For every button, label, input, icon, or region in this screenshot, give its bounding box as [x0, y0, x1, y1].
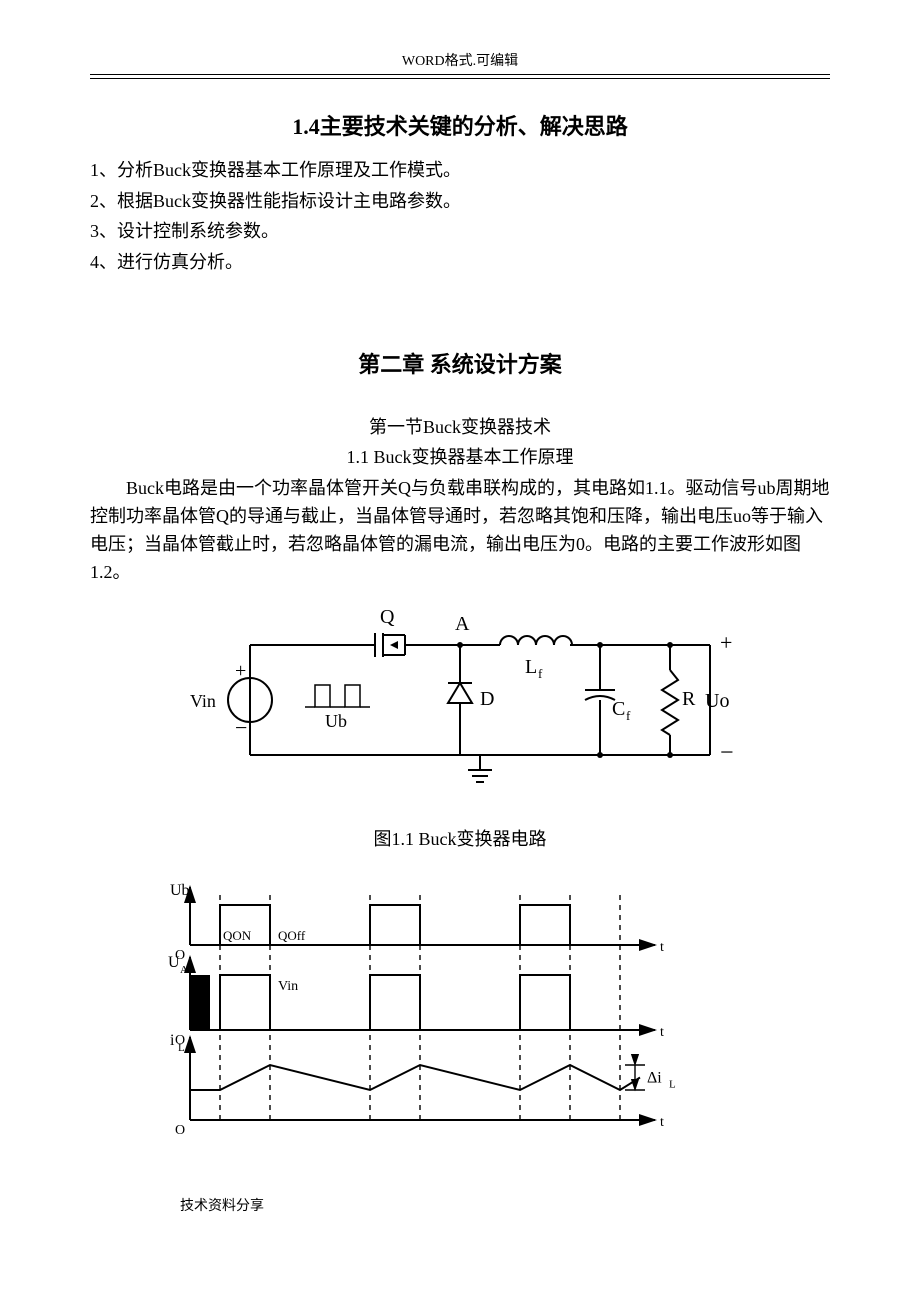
- svg-text:f: f: [626, 708, 631, 723]
- svg-text:t: t: [660, 1115, 664, 1130]
- page-header: WORD格式.可编辑: [90, 50, 830, 70]
- section-2-1-title: 第一节Buck变换器技术: [90, 413, 830, 439]
- figure-1-1-circuit: Vin + − Q A Lf D Cf R + Uo − Ub: [90, 605, 830, 805]
- svg-text:t: t: [660, 940, 664, 955]
- list-item: 3、设计控制系统参数。: [90, 216, 830, 247]
- svg-text:QOff: QOff: [278, 928, 306, 943]
- svg-text:D: D: [480, 688, 494, 710]
- section-1-4-title: 1.4主要技术关键的分析、解决思路: [90, 109, 830, 141]
- svg-text:t: t: [660, 1025, 664, 1040]
- header-rule: [90, 74, 830, 79]
- svg-text:Vin: Vin: [190, 691, 216, 711]
- svg-text:R: R: [682, 688, 696, 710]
- svg-text:Δi: Δi: [647, 1069, 662, 1086]
- svg-text:Vin: Vin: [278, 979, 298, 994]
- figure-1-1-caption: 图1.1 Buck变换器电路: [90, 825, 830, 851]
- list-item: 4、进行仿真分析。: [90, 247, 830, 278]
- svg-text:Uo: Uo: [705, 690, 729, 712]
- svg-text:i: i: [170, 1032, 175, 1049]
- svg-text:O: O: [175, 1123, 185, 1138]
- svg-text:L: L: [178, 1042, 185, 1054]
- chapter-2-title: 第二章 系统设计方案: [90, 347, 830, 379]
- page-footer: 技术资料分享: [90, 1195, 830, 1215]
- svg-text:L: L: [669, 1078, 676, 1090]
- section-2-1-1-title: 1.1 Buck变换器基本工作原理: [90, 443, 830, 469]
- svg-text:−: −: [235, 715, 247, 740]
- list-item: 1、分析Buck变换器基本工作原理及工作模式。: [90, 155, 830, 186]
- body-paragraph: Buck电路是由一个功率晶体管开关Q与负载串联构成的，其电路如1.1。驱动信号u…: [90, 475, 830, 587]
- svg-text:U: U: [168, 954, 180, 971]
- svg-text:Ub: Ub: [325, 711, 347, 731]
- figure-1-2-waveforms: UbOtQONQOffUAOtViniLOtΔiL: [90, 875, 830, 1145]
- svg-text:f: f: [538, 666, 543, 681]
- svg-text:L: L: [525, 656, 537, 678]
- list-item: 2、根据Buck变换器性能指标设计主电路参数。: [90, 186, 830, 217]
- svg-text:Ub: Ub: [170, 882, 190, 899]
- svg-text:QON: QON: [223, 928, 252, 943]
- svg-text:A: A: [180, 964, 188, 976]
- svg-text:A: A: [455, 613, 470, 635]
- svg-text:C: C: [612, 698, 625, 720]
- svg-text:+: +: [720, 630, 732, 655]
- svg-text:−: −: [720, 740, 734, 766]
- svg-text:+: +: [235, 660, 246, 682]
- svg-text:Q: Q: [380, 606, 395, 628]
